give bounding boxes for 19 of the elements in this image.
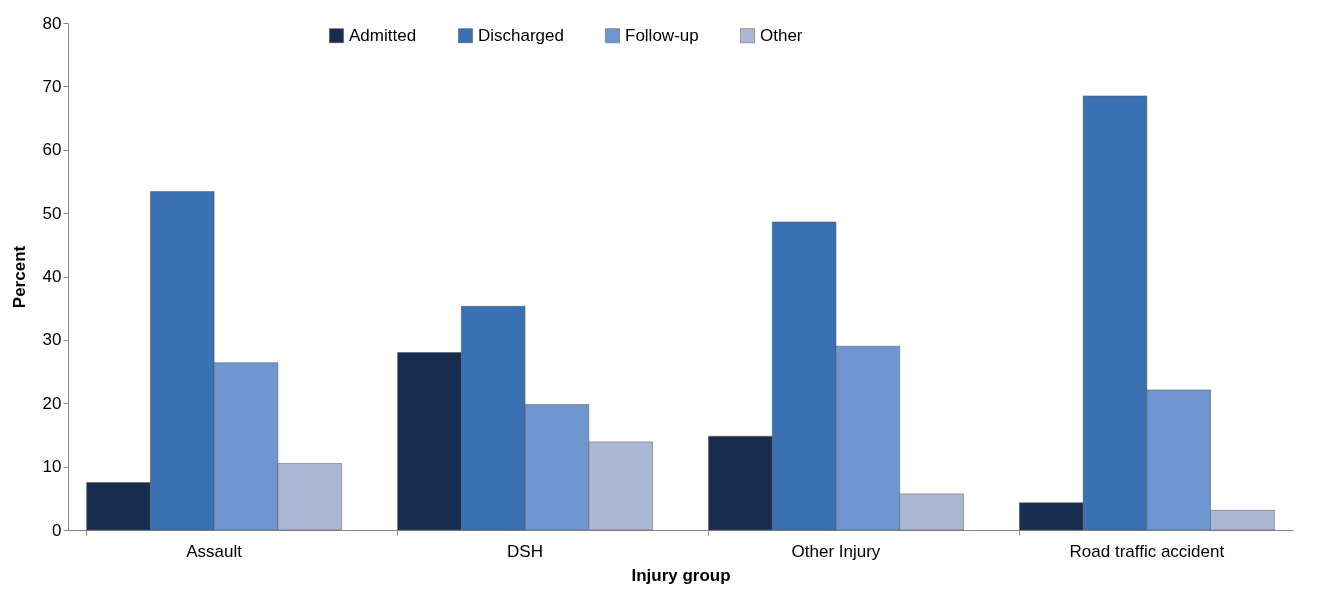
y-tick-label: 20 [42, 393, 62, 413]
y-tick-label: 60 [42, 140, 62, 160]
y-tick-label: 0 [52, 520, 62, 540]
y-tick-label: 70 [42, 76, 62, 96]
legend-label: Other [760, 25, 803, 45]
y-axis-title: Percent [9, 245, 29, 309]
x-tick-label: Road traffic accident [1069, 541, 1225, 561]
x-axis-title: Injury group [631, 565, 731, 585]
y-tick-label: 80 [42, 13, 62, 33]
legend-label: Admitted [349, 25, 417, 45]
legend-label: Discharged [478, 25, 564, 45]
y-tick-label: 10 [42, 457, 62, 477]
y-tick-label: 50 [42, 203, 62, 223]
y-tick-label: 40 [42, 267, 62, 286]
x-tick-label: Assault [186, 541, 243, 561]
x-tick-label: DSH [507, 541, 543, 561]
y-tick-label: 30 [42, 330, 62, 350]
legend-label: Follow-up [625, 25, 699, 45]
x-tick-label: Other Injury [791, 541, 881, 561]
